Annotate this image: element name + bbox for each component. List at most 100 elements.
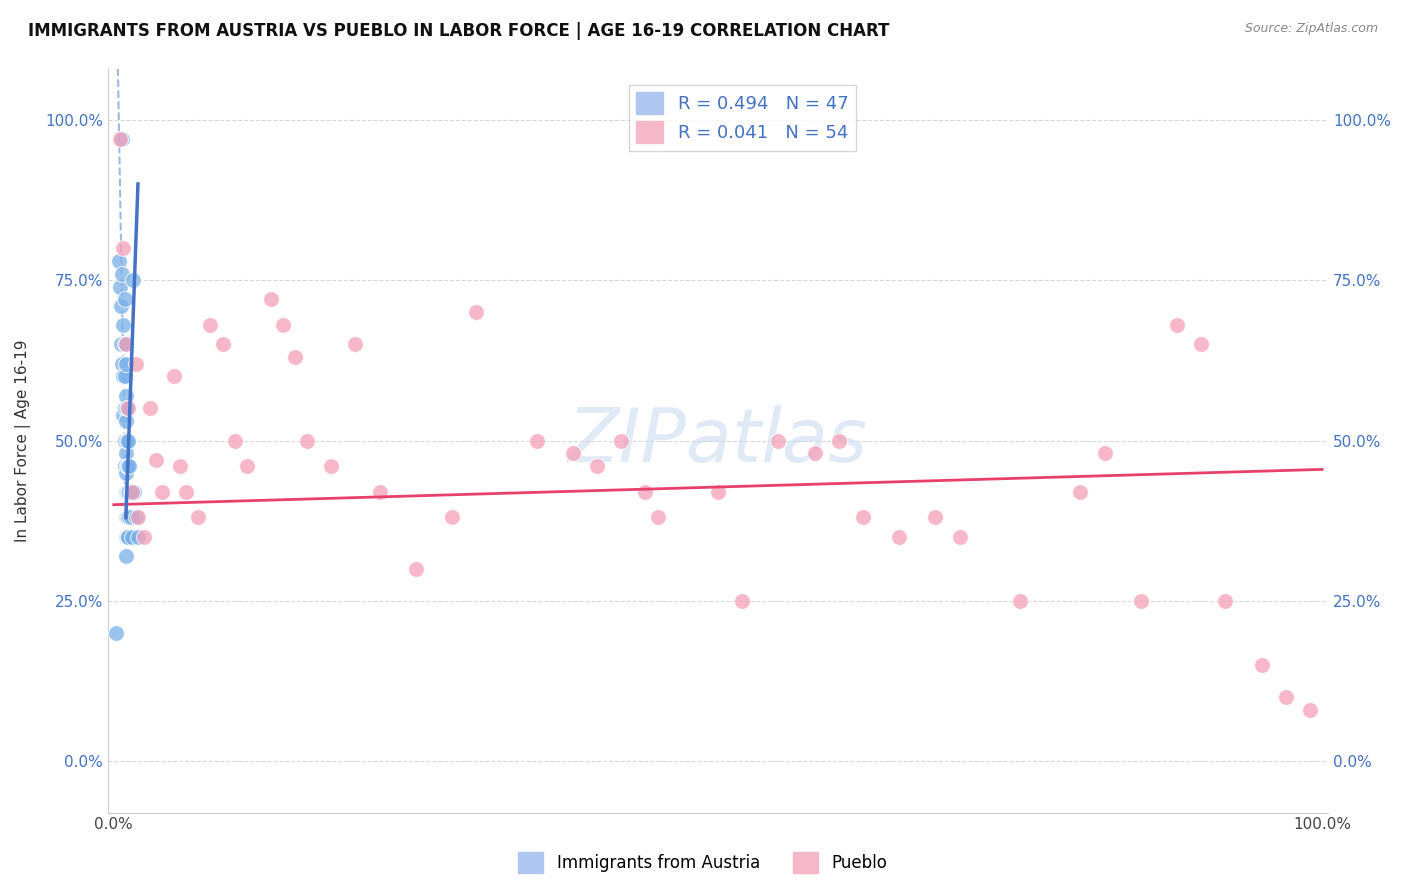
Point	[110, 337, 132, 351]
Point	[118, 510, 141, 524]
Point	[124, 510, 146, 524]
Point	[115, 484, 138, 499]
Point	[1299, 703, 1322, 717]
Point	[117, 459, 139, 474]
Point	[949, 530, 972, 544]
Point	[115, 510, 138, 524]
Point	[127, 510, 149, 524]
Legend: Immigrants from Austria, Pueblo: Immigrants from Austria, Pueblo	[512, 846, 894, 880]
Point	[115, 484, 138, 499]
Point	[105, 626, 128, 640]
Point	[271, 318, 294, 332]
Point	[828, 434, 851, 448]
Point	[174, 484, 197, 499]
Point	[211, 337, 233, 351]
Point	[117, 530, 139, 544]
Point	[118, 459, 141, 474]
Point	[111, 132, 134, 146]
Point	[121, 484, 143, 499]
Point	[121, 530, 143, 544]
Point	[852, 510, 875, 524]
Point	[114, 459, 136, 474]
Point	[124, 357, 146, 371]
Point	[115, 389, 138, 403]
Point	[117, 401, 139, 416]
Point	[1008, 594, 1031, 608]
Point	[132, 530, 155, 544]
Point	[110, 299, 132, 313]
Point	[1094, 446, 1116, 460]
Point	[124, 484, 146, 499]
Point	[115, 357, 138, 371]
Point	[108, 279, 131, 293]
Point	[344, 337, 367, 351]
Point	[1129, 594, 1152, 608]
Point	[1069, 484, 1091, 499]
Point	[107, 254, 129, 268]
Point	[117, 510, 139, 524]
Point	[321, 459, 343, 474]
Point	[111, 357, 134, 371]
Point	[405, 562, 427, 576]
Point	[115, 466, 138, 480]
Point	[586, 459, 609, 474]
Point	[610, 434, 633, 448]
Point	[526, 434, 548, 448]
Point	[108, 132, 131, 146]
Point	[169, 459, 191, 474]
Point	[368, 484, 391, 499]
Point	[127, 530, 149, 544]
Point	[1275, 690, 1298, 704]
Point	[115, 549, 138, 563]
Point	[284, 350, 307, 364]
Point	[120, 510, 142, 524]
Point	[115, 337, 138, 351]
Point	[1189, 337, 1212, 351]
Point	[200, 318, 222, 332]
Point	[115, 459, 138, 474]
Point	[112, 241, 135, 255]
Point	[112, 369, 135, 384]
Point	[1250, 658, 1272, 673]
Point	[187, 510, 209, 524]
Point	[562, 446, 585, 460]
Point	[1166, 318, 1188, 332]
Point	[145, 452, 167, 467]
Point	[117, 484, 139, 499]
Point	[112, 318, 135, 332]
Point	[295, 434, 318, 448]
Point	[647, 510, 669, 524]
Point	[114, 369, 136, 384]
Point	[707, 484, 730, 499]
Point	[118, 484, 141, 499]
Text: Source: ZipAtlas.com: Source: ZipAtlas.com	[1244, 22, 1378, 36]
Point	[120, 484, 142, 499]
Point	[115, 530, 138, 544]
Point	[115, 414, 138, 428]
Point	[114, 293, 136, 307]
Point	[1215, 594, 1237, 608]
Point	[115, 446, 138, 460]
Point	[117, 434, 139, 448]
Text: IMMIGRANTS FROM AUSTRIA VS PUEBLO IN LABOR FORCE | AGE 16-19 CORRELATION CHART: IMMIGRANTS FROM AUSTRIA VS PUEBLO IN LAB…	[28, 22, 890, 40]
Point	[115, 434, 138, 448]
Text: ZIPatlas: ZIPatlas	[568, 405, 868, 476]
Y-axis label: In Labor Force | Age 16-19: In Labor Force | Age 16-19	[15, 339, 31, 541]
Point	[634, 484, 657, 499]
Point	[122, 273, 145, 287]
Point	[731, 594, 754, 608]
Point	[114, 337, 136, 351]
Point	[924, 510, 946, 524]
Point	[803, 446, 825, 460]
Point	[465, 305, 488, 319]
Point	[114, 434, 136, 448]
Point	[150, 484, 173, 499]
Point	[768, 434, 790, 448]
Point	[112, 408, 135, 422]
Point	[224, 434, 246, 448]
Point	[235, 459, 257, 474]
Point	[163, 369, 186, 384]
Point	[115, 530, 138, 544]
Point	[889, 530, 911, 544]
Point	[260, 293, 283, 307]
